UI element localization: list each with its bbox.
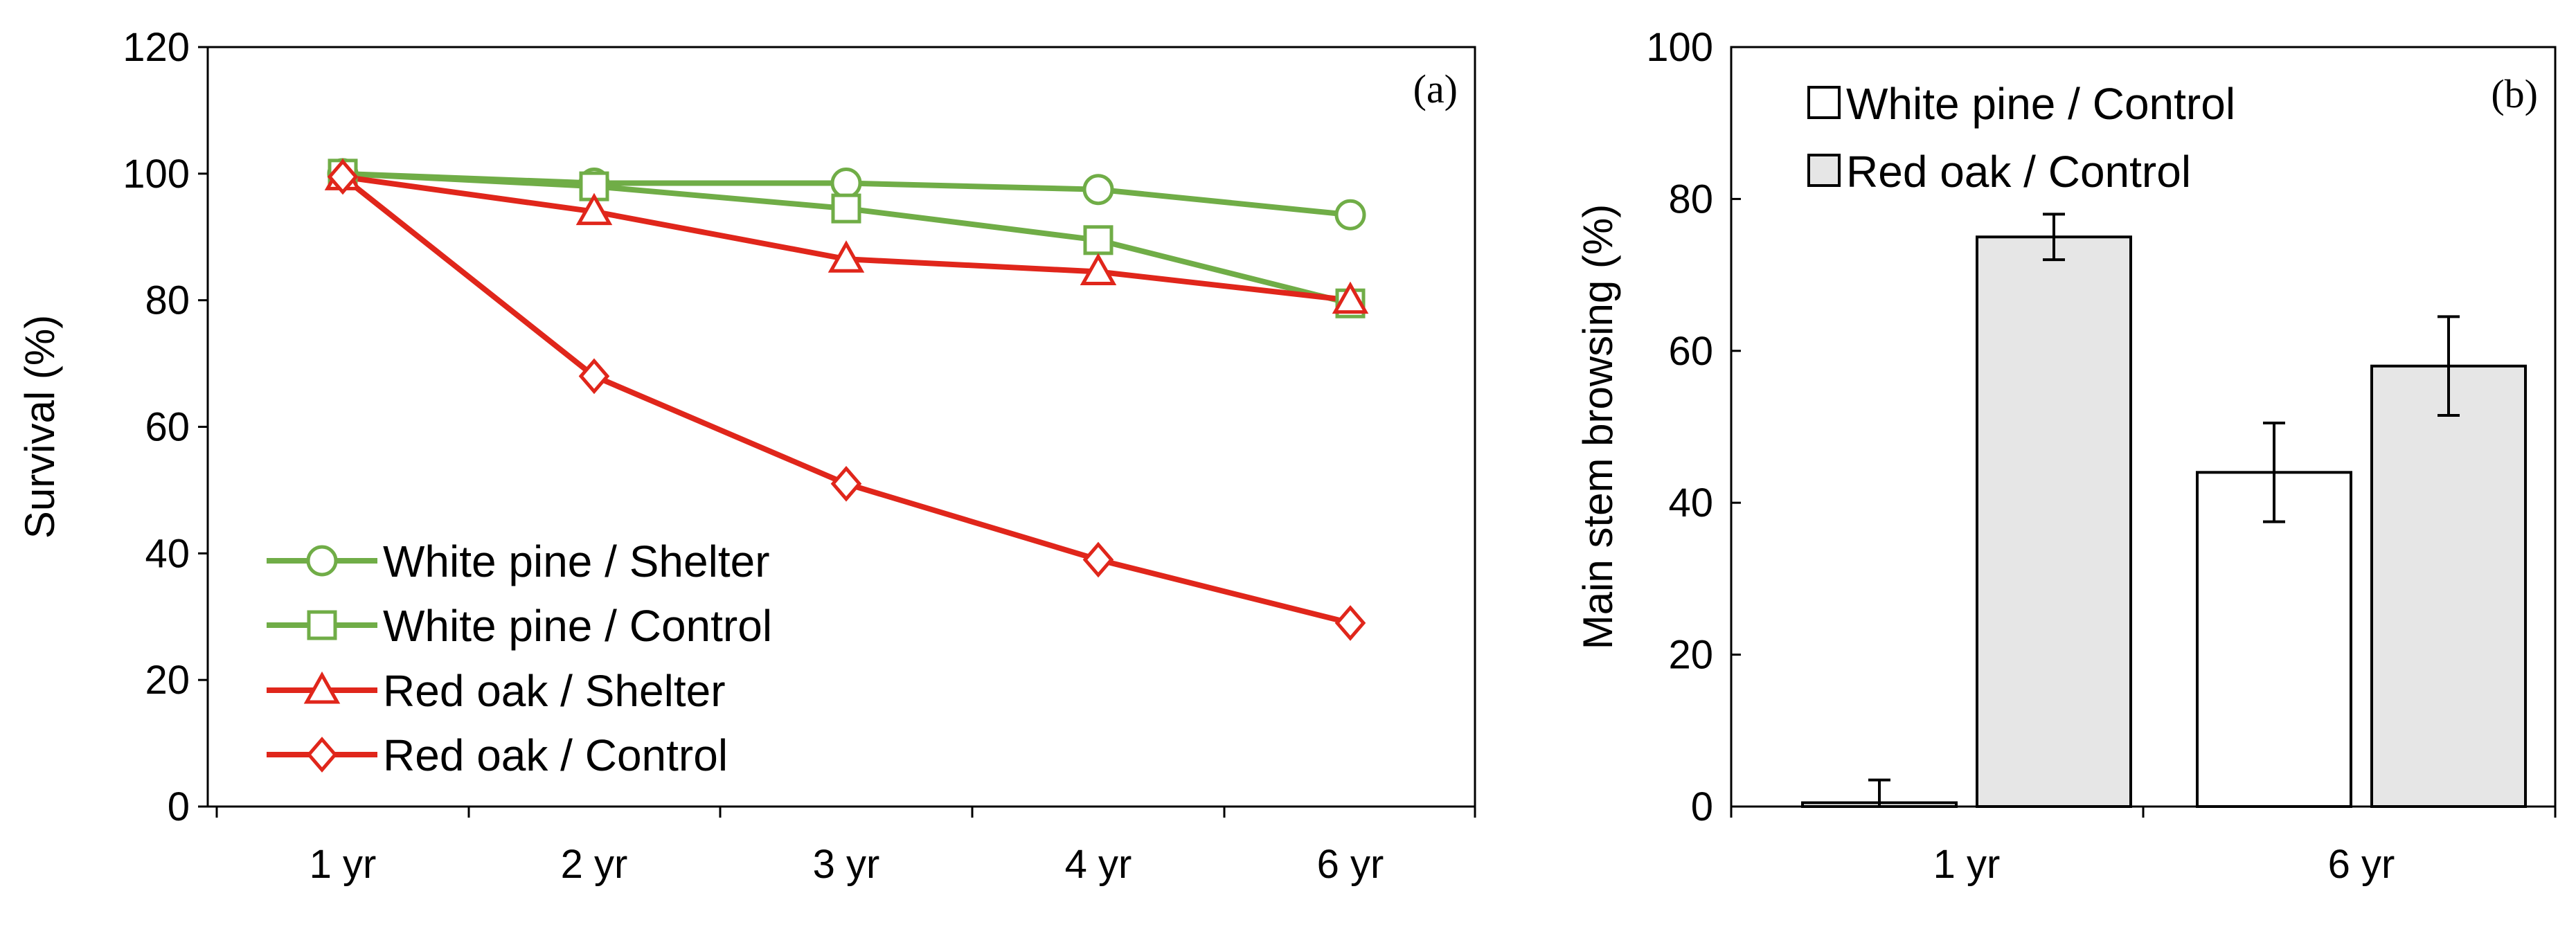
y-tick-label: 100 [1646,25,1713,70]
y-tick-label: 60 [1668,329,1713,374]
data-point [1334,199,1366,231]
x-tick-label: 3 yr [813,842,880,887]
x-tick-label: 2 yr [561,842,628,887]
data-point [578,358,610,395]
data-point [1080,253,1117,286]
y-tick-label: 80 [145,278,190,323]
x-tick-label: 6 yr [2328,842,2395,887]
line-chart-panel: (a) 0 20 40 60 80 100 120 1 yr 2 yr 3 yr 4 yr 6 yr Su… [17,25,1476,887]
data-point [575,192,613,226]
y-axis-title: Main stem browsing (%) [1575,204,1621,650]
y-tick-label: 20 [1668,633,1713,678]
x-tick-label: 1 yr [310,842,377,887]
y-tick-label: 40 [145,531,190,576]
legend-label: Red oak / Shelter [383,666,726,716]
bar-chart-panel: (b) 0 20 40 60 80 100 1 yr 6 yr Main stem browsin… [1575,25,2557,887]
legend-swatch [1807,86,1841,119]
y-axis-title: Survival (%) [17,315,63,539]
data-point [1082,541,1114,578]
legend-marker [307,610,337,640]
legend-swatch [1807,154,1841,187]
bar [2196,471,2352,808]
x-tick-label: 6 yr [1317,842,1384,887]
data-point [830,168,862,199]
legend-marker [306,545,338,577]
data-point [1334,605,1366,641]
data-point [1083,225,1113,255]
y-tick-label: 0 [1691,784,1713,829]
legend-label: Red oak / Control [1846,147,2191,197]
legend-label: Red oak / Control [383,730,728,780]
data-point [828,240,865,273]
legend-marker [303,671,341,704]
data-point [831,193,861,224]
y-tick-label: 120 [123,25,190,70]
x-tick-label: 4 yr [1065,842,1132,887]
panel-label: (a) [1413,66,1458,111]
data-point [1082,174,1114,206]
x-tick-label: 1 yr [1933,842,2001,887]
legend-label: White pine / Shelter [383,537,770,586]
legend-label: White pine / Control [1846,79,2235,129]
y-tick-label: 60 [145,405,190,450]
y-tick-label: 80 [1668,177,1713,222]
data-point [830,465,862,502]
legend-marker [306,737,338,773]
panel-label: (b) [2491,71,2538,116]
bar [2370,364,2527,808]
y-tick-label: 0 [168,784,190,829]
y-tick-label: 40 [1668,480,1713,525]
data-point [1332,281,1369,314]
bar [1976,235,2132,808]
y-tick-label: 20 [145,658,190,703]
y-tick-label: 100 [123,152,190,197]
legend-label: White pine / Control [383,601,772,651]
data-point [327,159,359,195]
